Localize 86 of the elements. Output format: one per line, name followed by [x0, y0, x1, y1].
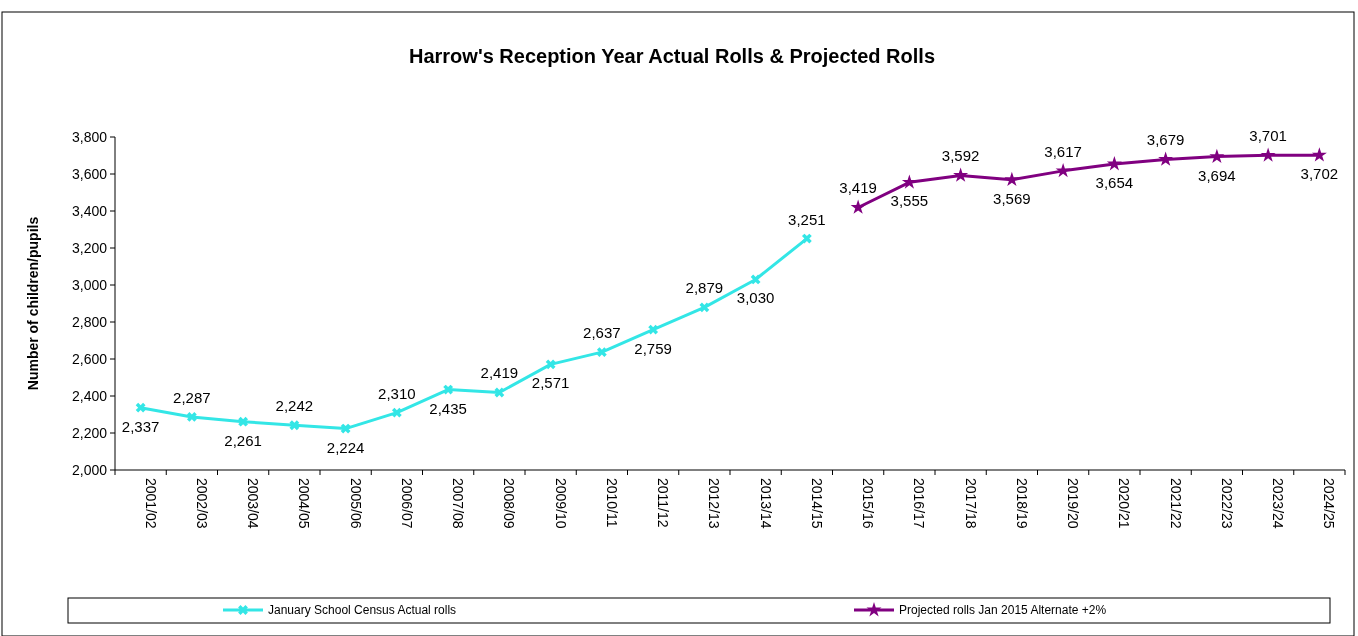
data-label: 3,617	[1044, 142, 1082, 160]
point	[1260, 147, 1276, 162]
point	[494, 387, 505, 398]
point	[391, 407, 402, 418]
x-tick-label: 2003/04	[245, 478, 262, 529]
point	[699, 302, 710, 313]
point	[801, 233, 812, 244]
data-label: 3,592	[941, 147, 980, 165]
x-tick-label: 2007/08	[450, 478, 467, 529]
legend-label: Projected rolls Jan 2015 Alternate +2%	[899, 603, 1107, 618]
data-label: 2,261	[224, 431, 262, 449]
x-tick-label: 2010/11	[603, 478, 620, 528]
x-tick-label: 2018/19	[1013, 478, 1030, 529]
x-tick-label: 2002/03	[193, 478, 210, 529]
point	[1004, 171, 1020, 187]
data-label: 3,030	[736, 289, 775, 307]
x-tick-label: 2008/09	[501, 478, 518, 529]
point	[545, 359, 556, 370]
x-tick-label: 2016/17	[911, 478, 928, 529]
point	[850, 199, 866, 214]
point	[750, 274, 761, 285]
point	[443, 384, 454, 395]
point	[289, 420, 300, 431]
data-label: 3,654	[1095, 174, 1134, 192]
y-tick-label: 2,200	[71, 424, 108, 441]
x-tick-label: 2024/25	[1321, 478, 1338, 529]
x-tick-label: 2013/14	[757, 478, 774, 529]
chart-title: Harrow's Reception Year Actual Rolls & Projected Rolls	[408, 45, 936, 67]
y-tick-label: 3,800	[71, 128, 108, 145]
data-label: 2,287	[173, 388, 211, 406]
point	[1209, 148, 1225, 163]
y-tick-label: 3,600	[71, 165, 108, 182]
x-tick-label: 2005/06	[347, 478, 364, 529]
y-tick-label: 3,400	[71, 202, 108, 219]
x-tick-label: 2012/13	[706, 478, 723, 529]
data-label: 3,701	[1249, 127, 1287, 145]
x-tick-label: 2020/21	[1116, 478, 1133, 529]
point	[186, 412, 197, 422]
point	[1158, 151, 1174, 166]
data-label: 3,569	[993, 189, 1031, 207]
x-tick-label: 2004/05	[296, 478, 313, 529]
point	[135, 402, 146, 413]
x-tick-label: 2017/18	[962, 478, 979, 529]
point	[1311, 147, 1327, 162]
data-label: 2,879	[685, 279, 724, 297]
data-label: 2,310	[378, 384, 416, 402]
point	[340, 423, 351, 434]
data-label: 3,679	[1146, 131, 1185, 149]
x-tick-label: 2011/12	[655, 478, 672, 528]
x-tick-label: 2009/10	[552, 478, 569, 529]
y-tick-label: 2,000	[71, 461, 108, 478]
y-tick-label: 2,400	[71, 387, 108, 404]
x-tick-label: 2019/20	[1065, 478, 1082, 529]
point	[238, 416, 249, 427]
data-label: 2,759	[634, 339, 672, 357]
data-label: 2,571	[531, 374, 570, 392]
x-tick-label: 2023/24	[1270, 478, 1287, 529]
point	[648, 324, 659, 335]
data-label: 2,435	[429, 399, 467, 417]
x-tick-label: 2001/02	[142, 478, 159, 529]
x-tick-label: 2014/15	[808, 478, 825, 529]
point	[901, 174, 917, 189]
x-tick-label: 2021/22	[1167, 478, 1184, 529]
y-axis-title: Number of children/pupils	[25, 216, 41, 391]
data-label: 2,242	[275, 397, 314, 415]
data-label: 3,555	[890, 192, 929, 210]
y-tick-label: 3,000	[71, 276, 108, 293]
data-label: 3,419	[839, 179, 877, 197]
x-tick-label: 2015/16	[860, 478, 877, 529]
point	[1055, 162, 1071, 178]
x-tick-label: 2006/07	[398, 478, 415, 529]
data-label: 2,419	[480, 364, 519, 382]
y-tick-label: 3,200	[71, 239, 108, 256]
point	[953, 167, 969, 182]
data-label: 3,251	[788, 210, 826, 228]
data-label: 2,337	[121, 417, 160, 435]
y-tick-label: 2,600	[71, 350, 108, 367]
point	[596, 347, 607, 358]
legend-label: January School Census Actual rolls	[268, 603, 457, 618]
y-tick-label: 2,800	[71, 313, 108, 330]
data-label: 2,224	[326, 438, 365, 456]
data-label: 3,702	[1300, 165, 1339, 183]
data-label: 2,637	[583, 324, 621, 342]
x-tick-label: 2022/23	[1218, 478, 1235, 529]
point	[1106, 156, 1122, 171]
data-label: 3,694	[1198, 166, 1236, 184]
